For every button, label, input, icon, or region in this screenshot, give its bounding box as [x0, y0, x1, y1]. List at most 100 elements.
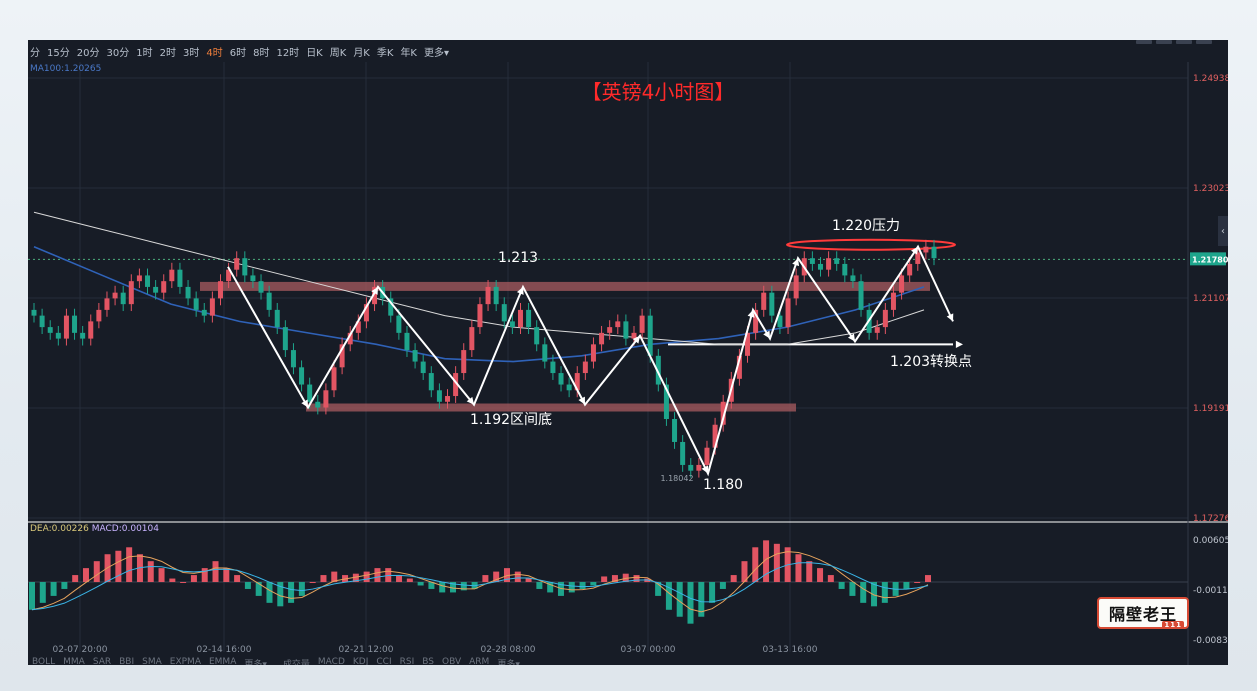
candle-body: [931, 246, 937, 259]
macd-bar: [568, 582, 575, 593]
macd-bar: [676, 582, 683, 617]
timeframe-8[interactable]: 6时: [229, 47, 247, 59]
macd-bar: [428, 582, 435, 589]
indicator-tab-16[interactable]: ARM: [469, 657, 490, 665]
candle-body: [777, 315, 783, 328]
dea-readout: DEA:0.00226: [30, 524, 89, 534]
candle-body: [445, 396, 451, 402]
candle-body: [323, 390, 329, 408]
macd-tick-label: -0.00115: [1193, 586, 1228, 596]
arrow-head: [792, 258, 800, 267]
timeframe-6[interactable]: 3时: [182, 47, 200, 59]
macd-bar: [93, 561, 100, 583]
window-control-icon[interactable]: [1176, 40, 1192, 44]
pressure-ellipse: [786, 238, 956, 251]
arrow-head: [632, 335, 640, 344]
candle-body: [161, 281, 167, 293]
macd-bar: [320, 575, 327, 583]
ma100-readout: MA100:1.20265: [30, 64, 102, 74]
arrow-head: [946, 313, 954, 322]
timeframe-16[interactable]: 更多▾: [424, 47, 450, 59]
candle-body: [104, 298, 110, 310]
macd-bar: [223, 568, 230, 583]
timeframe-15[interactable]: 年K: [400, 47, 417, 59]
indicator-tab-9[interactable]: 成交量: [282, 660, 310, 665]
macd-bar: [806, 561, 813, 583]
timeframe-1[interactable]: 15分: [47, 47, 70, 59]
candle-body: [185, 286, 191, 299]
timeframe-7[interactable]: 4时: [206, 47, 223, 59]
candle-body: [128, 281, 134, 305]
timeframe-3[interactable]: 30分: [106, 47, 130, 59]
candle-body: [461, 350, 467, 374]
window-control-icon[interactable]: [1196, 40, 1212, 44]
candle-body: [88, 321, 94, 339]
indicator-tab-13[interactable]: RSI: [399, 657, 415, 665]
candle-body: [680, 441, 686, 465]
macd-bar: [579, 582, 586, 589]
indicator-tab-12[interactable]: CCI: [376, 657, 392, 665]
macd-bar: [50, 582, 57, 596]
macd-bar: [536, 582, 543, 589]
price-tick-label: 1.21107: [1193, 294, 1228, 304]
candle-body: [834, 258, 840, 264]
indicator-tab-11[interactable]: KDJ: [352, 657, 369, 665]
candle-body: [842, 263, 848, 276]
window-control-icon[interactable]: [1156, 40, 1172, 44]
candle-body: [372, 286, 378, 305]
arrow-head: [955, 340, 963, 348]
candle-body: [590, 344, 596, 362]
arrow-head: [371, 286, 378, 295]
macd-bar: [82, 568, 89, 583]
candle-body: [420, 361, 426, 374]
candle-body: [96, 309, 102, 322]
candle-body: [315, 401, 321, 408]
macd-value-readout: MACD:0.00104: [91, 524, 159, 534]
indicator-tab-5[interactable]: EXPMA: [169, 657, 201, 665]
indicator-tab-1[interactable]: MMA: [63, 657, 85, 665]
label-pressure: 1.220压力: [832, 218, 900, 234]
timeframe-4[interactable]: 1时: [136, 47, 153, 59]
macd-bar: [611, 575, 618, 583]
candle-body: [582, 361, 588, 374]
indicator-tab-10[interactable]: MACD: [317, 657, 345, 665]
macd-bar: [244, 582, 251, 589]
price-chart[interactable]: 1.24938 1.23023 1.21107 1.19191 1.17276 1.217…: [28, 40, 1228, 665]
timeframe-0[interactable]: 分: [30, 47, 40, 59]
macd-bar: [147, 561, 154, 583]
indicator-tab-14[interactable]: BS: [422, 657, 434, 665]
macd-bar: [309, 582, 316, 584]
timeframe-9[interactable]: 8时: [253, 47, 270, 59]
timeframe-5[interactable]: 2时: [159, 47, 176, 59]
timeframe-10[interactable]: 12时: [276, 47, 300, 59]
indicator-tab-15[interactable]: OBV: [441, 657, 462, 665]
price-tick-label: 1.24938: [1193, 74, 1228, 84]
candle-body: [63, 315, 69, 339]
indicator-tab-2[interactable]: SAR: [92, 657, 112, 665]
timeframe-11[interactable]: 日K: [306, 47, 323, 59]
indicator-tab-4[interactable]: SMA: [142, 657, 162, 665]
macd-bar: [190, 575, 197, 583]
logo-text: 隔壁老王: [1108, 605, 1177, 624]
window-control-icon[interactable]: [1136, 40, 1152, 44]
timeframe-14[interactable]: 季K: [376, 47, 394, 59]
timeframe-2[interactable]: 20分: [76, 47, 100, 59]
indicator-tab-6[interactable]: EMMA: [208, 657, 237, 665]
time-tick-label: 03-13 16:00: [763, 645, 818, 655]
candle-body: [704, 447, 710, 465]
collapse-panel-button[interactable]: ‹: [1218, 216, 1228, 246]
indicator-tab-0[interactable]: BOLL: [32, 657, 56, 665]
macd-bar: [439, 582, 446, 593]
macd-bar: [590, 582, 597, 586]
indicator-tab-7[interactable]: 更多▾: [244, 660, 267, 665]
timeframe-12[interactable]: 周K: [329, 47, 347, 59]
macd-bar: [126, 547, 133, 583]
indicator-tab-3[interactable]: BBI: [119, 657, 135, 665]
candle-body: [153, 286, 159, 293]
timeframe-13[interactable]: 月K: [353, 47, 370, 59]
indicator-tab-17[interactable]: 更多▾: [497, 660, 520, 665]
trend-arrows: [227, 244, 963, 477]
candle-body: [785, 298, 791, 328]
macd-bar: [374, 568, 381, 583]
candle-body: [266, 292, 272, 310]
